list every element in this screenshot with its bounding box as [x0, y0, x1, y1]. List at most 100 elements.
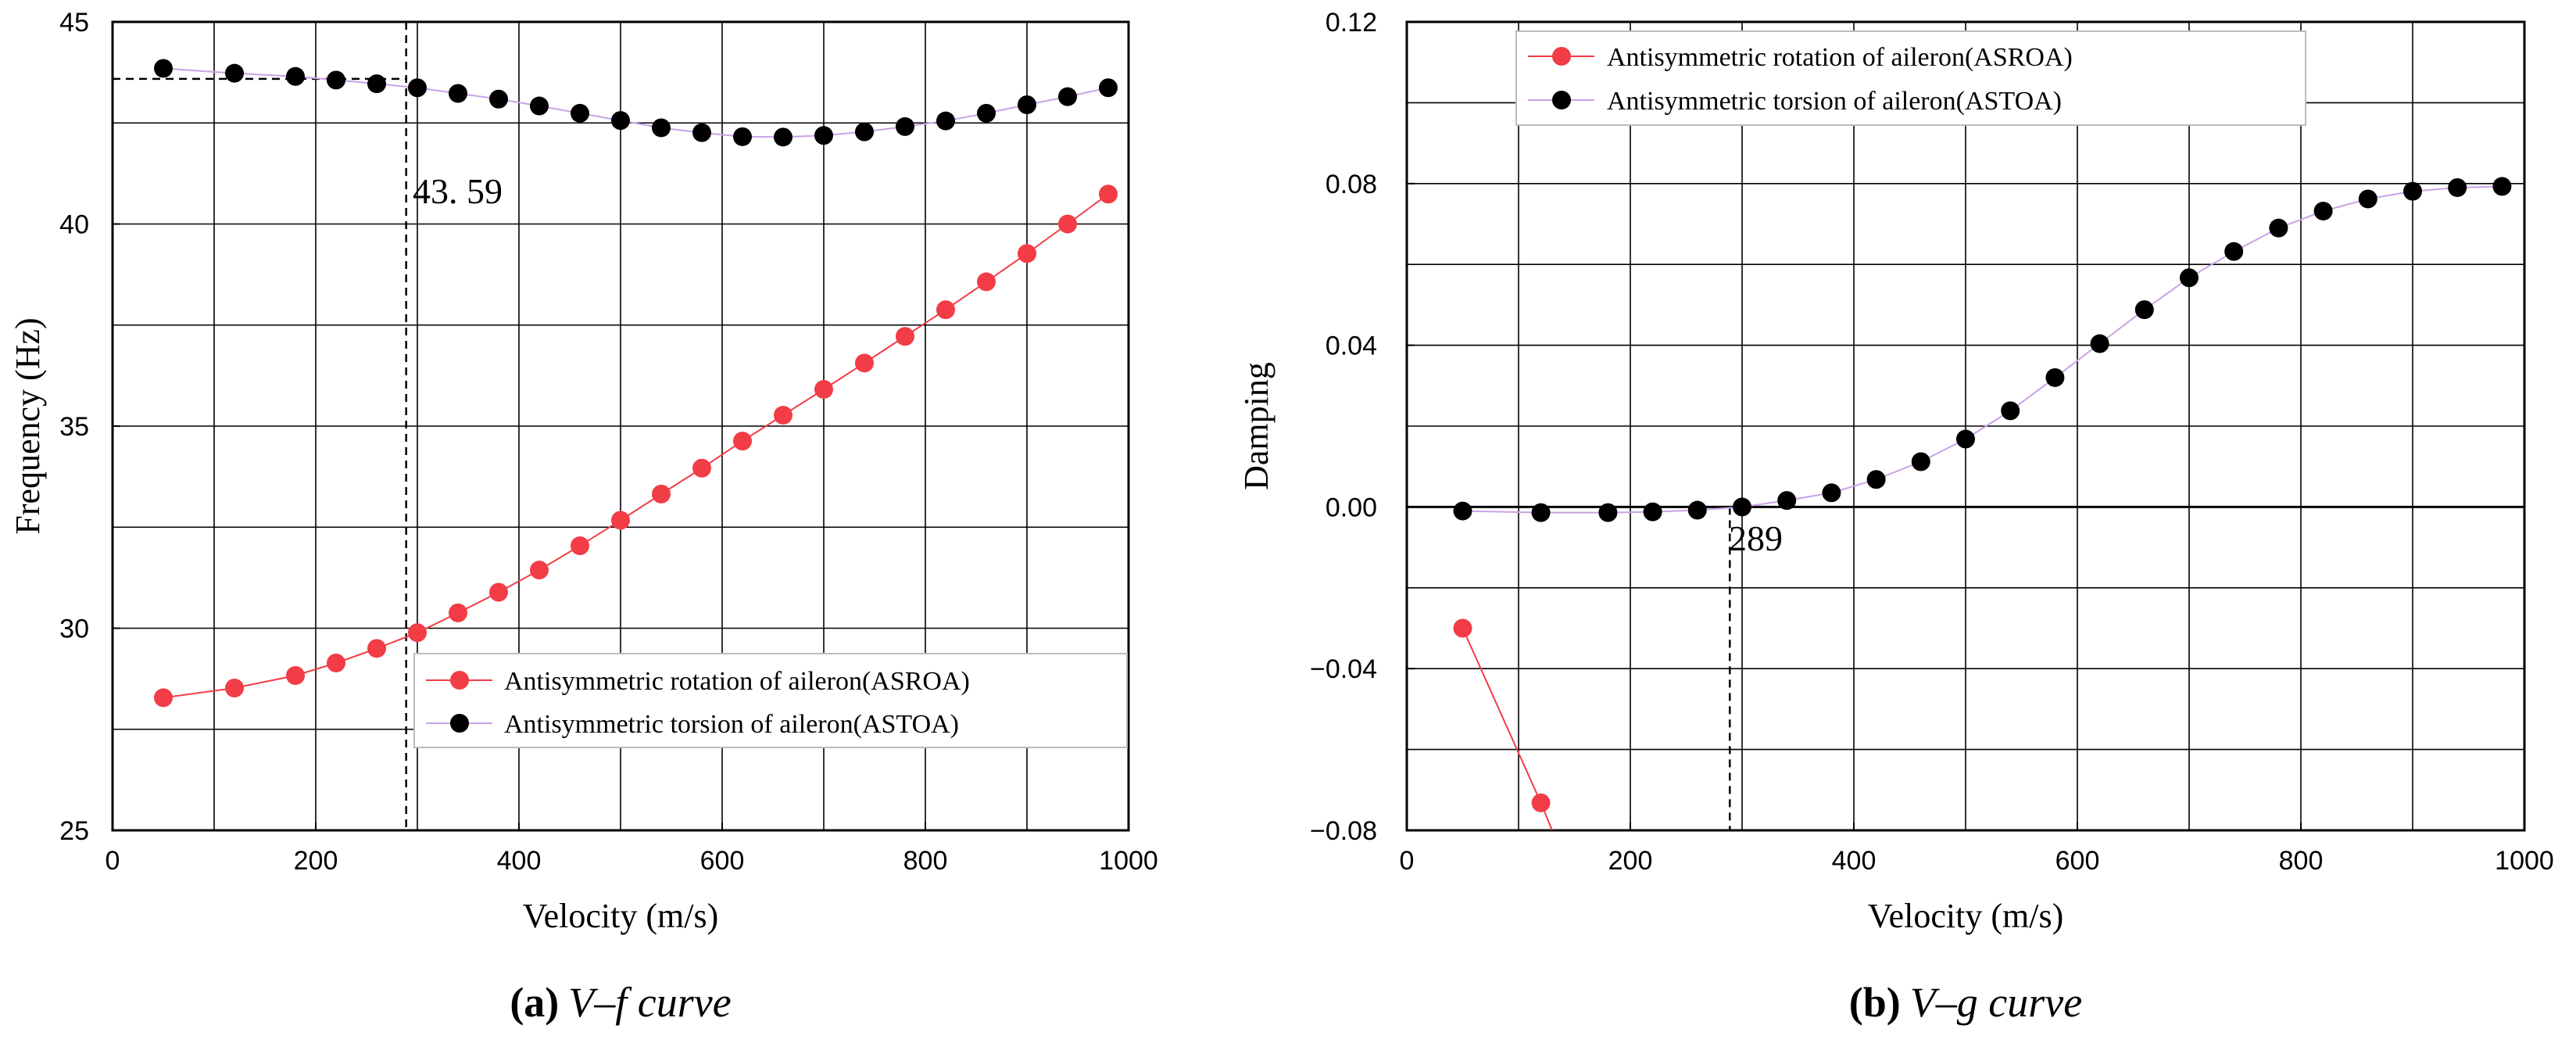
vf-xtick-label: 800	[903, 846, 948, 876]
vf-series-astoa-point	[1058, 87, 1077, 106]
vf-series-astoa-point	[1018, 95, 1036, 114]
vf-series-astoa-point	[154, 59, 173, 78]
vg-series-astoa-point	[2001, 401, 2020, 421]
vg-series-astoa-point	[2045, 367, 2065, 387]
vf-series-astoa-point	[449, 84, 467, 103]
vg-caption-label: (b)	[1849, 979, 1901, 1026]
vf-legend-asroa-label: Antisymmetric rotation of aileron(ASROA)	[504, 667, 970, 696]
vg-series-astoa-point	[2358, 189, 2377, 209]
vf-series-asroa-point	[286, 665, 305, 685]
vg-reference-label: 289	[1729, 518, 1783, 558]
vg-series-astoa-point	[1956, 429, 1975, 449]
vg-series-asroa-point	[1453, 618, 1472, 638]
vg-caption-text: V–g curve	[1910, 979, 2082, 1026]
vf-series-asroa-point	[1058, 214, 1077, 234]
vg-gridlines	[1407, 22, 2524, 830]
vf-ytick-label: 30	[59, 615, 89, 644]
vf-series-asroa-point	[692, 458, 711, 478]
vf-legend-astoa-label: Antisymmetric torsion of aileron(ASTOA)	[504, 710, 959, 739]
vf-series-asroa-point	[611, 511, 630, 530]
vf-chart-panel: 0 200 400 600 800 1000 25 30 35 40 45 43. 59 Veloc…	[9, 8, 1158, 1026]
vf-series-asroa-point	[733, 432, 752, 451]
vf-series-asroa-point	[977, 272, 996, 292]
vg-ytick-label: 0.12	[1326, 8, 1377, 38]
vg-series-astoa-point	[1531, 503, 1551, 522]
vg-ytick-label: 0.04	[1326, 332, 1377, 361]
vf-series-group	[154, 59, 1118, 708]
vf-xtick-label: 600	[700, 846, 745, 876]
vf-series-astoa-point	[367, 74, 386, 94]
vf-ytick-label: 45	[59, 8, 89, 38]
vg-series-astoa-point	[2448, 177, 2467, 197]
vg-xtick-label: 600	[2055, 846, 2100, 876]
vf-legend: Antisymmetric rotation of aileron(ASROA)…	[413, 653, 1128, 748]
vf-series-asroa-point	[652, 484, 671, 504]
vg-series-astoa-point	[1687, 500, 1707, 520]
vf-legend-astoa-marker	[450, 714, 469, 733]
vg-series-astoa-point	[2134, 300, 2154, 320]
vg-xtick-label: 1000	[2495, 846, 2554, 876]
vf-series-asroa-point	[896, 327, 914, 346]
vg-ytick-label: −0.04	[1310, 654, 1377, 684]
vf-series-astoa-point	[489, 89, 508, 109]
vf-caption-label: (a)	[510, 979, 559, 1026]
vg-series-astoa-point	[2224, 242, 2244, 261]
vg-series-group	[1453, 177, 2512, 831]
vf-series-asroa-point	[449, 603, 467, 622]
vf-series-asroa-point	[327, 653, 345, 672]
vg-series-astoa-point	[2313, 201, 2333, 220]
vf-series-astoa-point	[1099, 78, 1118, 98]
vg-ytick-label: 0.08	[1326, 170, 1377, 199]
vg-caption: (b) V–g curve	[1849, 979, 2082, 1026]
vf-xlabel: Velocity (m/s)	[523, 897, 719, 935]
vf-ytick-label: 25	[59, 816, 89, 846]
vf-series-astoa-point	[814, 126, 833, 145]
vf-series-astoa-point	[855, 122, 874, 142]
vg-tick-labels: 0 200 400 600 800 1000 −0.08 −0.04 0.00 0.04 0.08 0…	[1310, 8, 2554, 876]
vf-ytick-label: 40	[59, 210, 89, 240]
vg-xtick-label: 400	[1832, 846, 1877, 876]
vg-xlabel: Velocity (m/s)	[1868, 897, 2064, 935]
vf-series-astoa-point	[611, 111, 630, 131]
vf-series-astoa-point	[225, 63, 244, 83]
vf-legend-box	[413, 653, 1128, 748]
vf-tick-labels: 0 200 400 600 800 1000 25 30 35 40 45	[59, 8, 1158, 876]
vf-series-asroa-point	[530, 561, 549, 580]
vg-legend-asroa-label: Antisymmetric rotation of aileron(ASROA)	[1607, 43, 2073, 72]
vg-legend-astoa-marker	[1552, 91, 1571, 109]
vf-xtick-label: 400	[497, 846, 542, 876]
vf-series-astoa-point	[327, 70, 345, 90]
vf-series-astoa-point	[652, 118, 671, 138]
vg-legend: Antisymmetric rotation of aileron(ASROA)…	[1515, 30, 2306, 126]
vg-series-astoa-point	[1822, 483, 1841, 503]
vg-series-astoa-point	[1733, 497, 1751, 517]
vf-caption-text: V–f curve	[568, 979, 731, 1026]
vf-series-asroa-point	[154, 688, 173, 708]
vf-series-asroa-point	[774, 406, 792, 425]
vg-ylabel: Damping	[1237, 362, 1275, 490]
vf-xtick-label: 200	[294, 846, 338, 876]
vg-series-astoa-point	[1453, 501, 1472, 521]
vg-series-astoa-point	[1866, 470, 1886, 489]
vf-series-asroa-point	[367, 639, 386, 658]
vg-series-astoa-point	[1643, 502, 1662, 522]
vf-series-astoa-point	[530, 96, 549, 116]
vf-series-astoa-point	[936, 111, 955, 131]
vg-xtick-label: 0	[1400, 846, 1415, 876]
vg-series-asroa-point	[1531, 793, 1551, 812]
vf-series-asroa-point	[1099, 185, 1118, 204]
vg-xtick-label: 200	[1608, 846, 1653, 876]
vf-xtick-label: 1000	[1099, 846, 1158, 876]
vg-xtick-label: 800	[2279, 846, 2324, 876]
vg-series-astoa-point	[2492, 177, 2512, 196]
vf-series-astoa-point	[733, 127, 752, 146]
vf-ylabel: Frequency (Hz)	[9, 317, 47, 534]
vf-series-asroa-point	[855, 353, 874, 373]
vg-ytick-label: −0.08	[1310, 816, 1377, 846]
vf-series-asroa-point	[936, 300, 955, 320]
vf-series-asroa-point	[1018, 244, 1036, 263]
vg-series-astoa-point	[1598, 503, 1618, 522]
vf-ytick-label: 35	[59, 412, 89, 442]
